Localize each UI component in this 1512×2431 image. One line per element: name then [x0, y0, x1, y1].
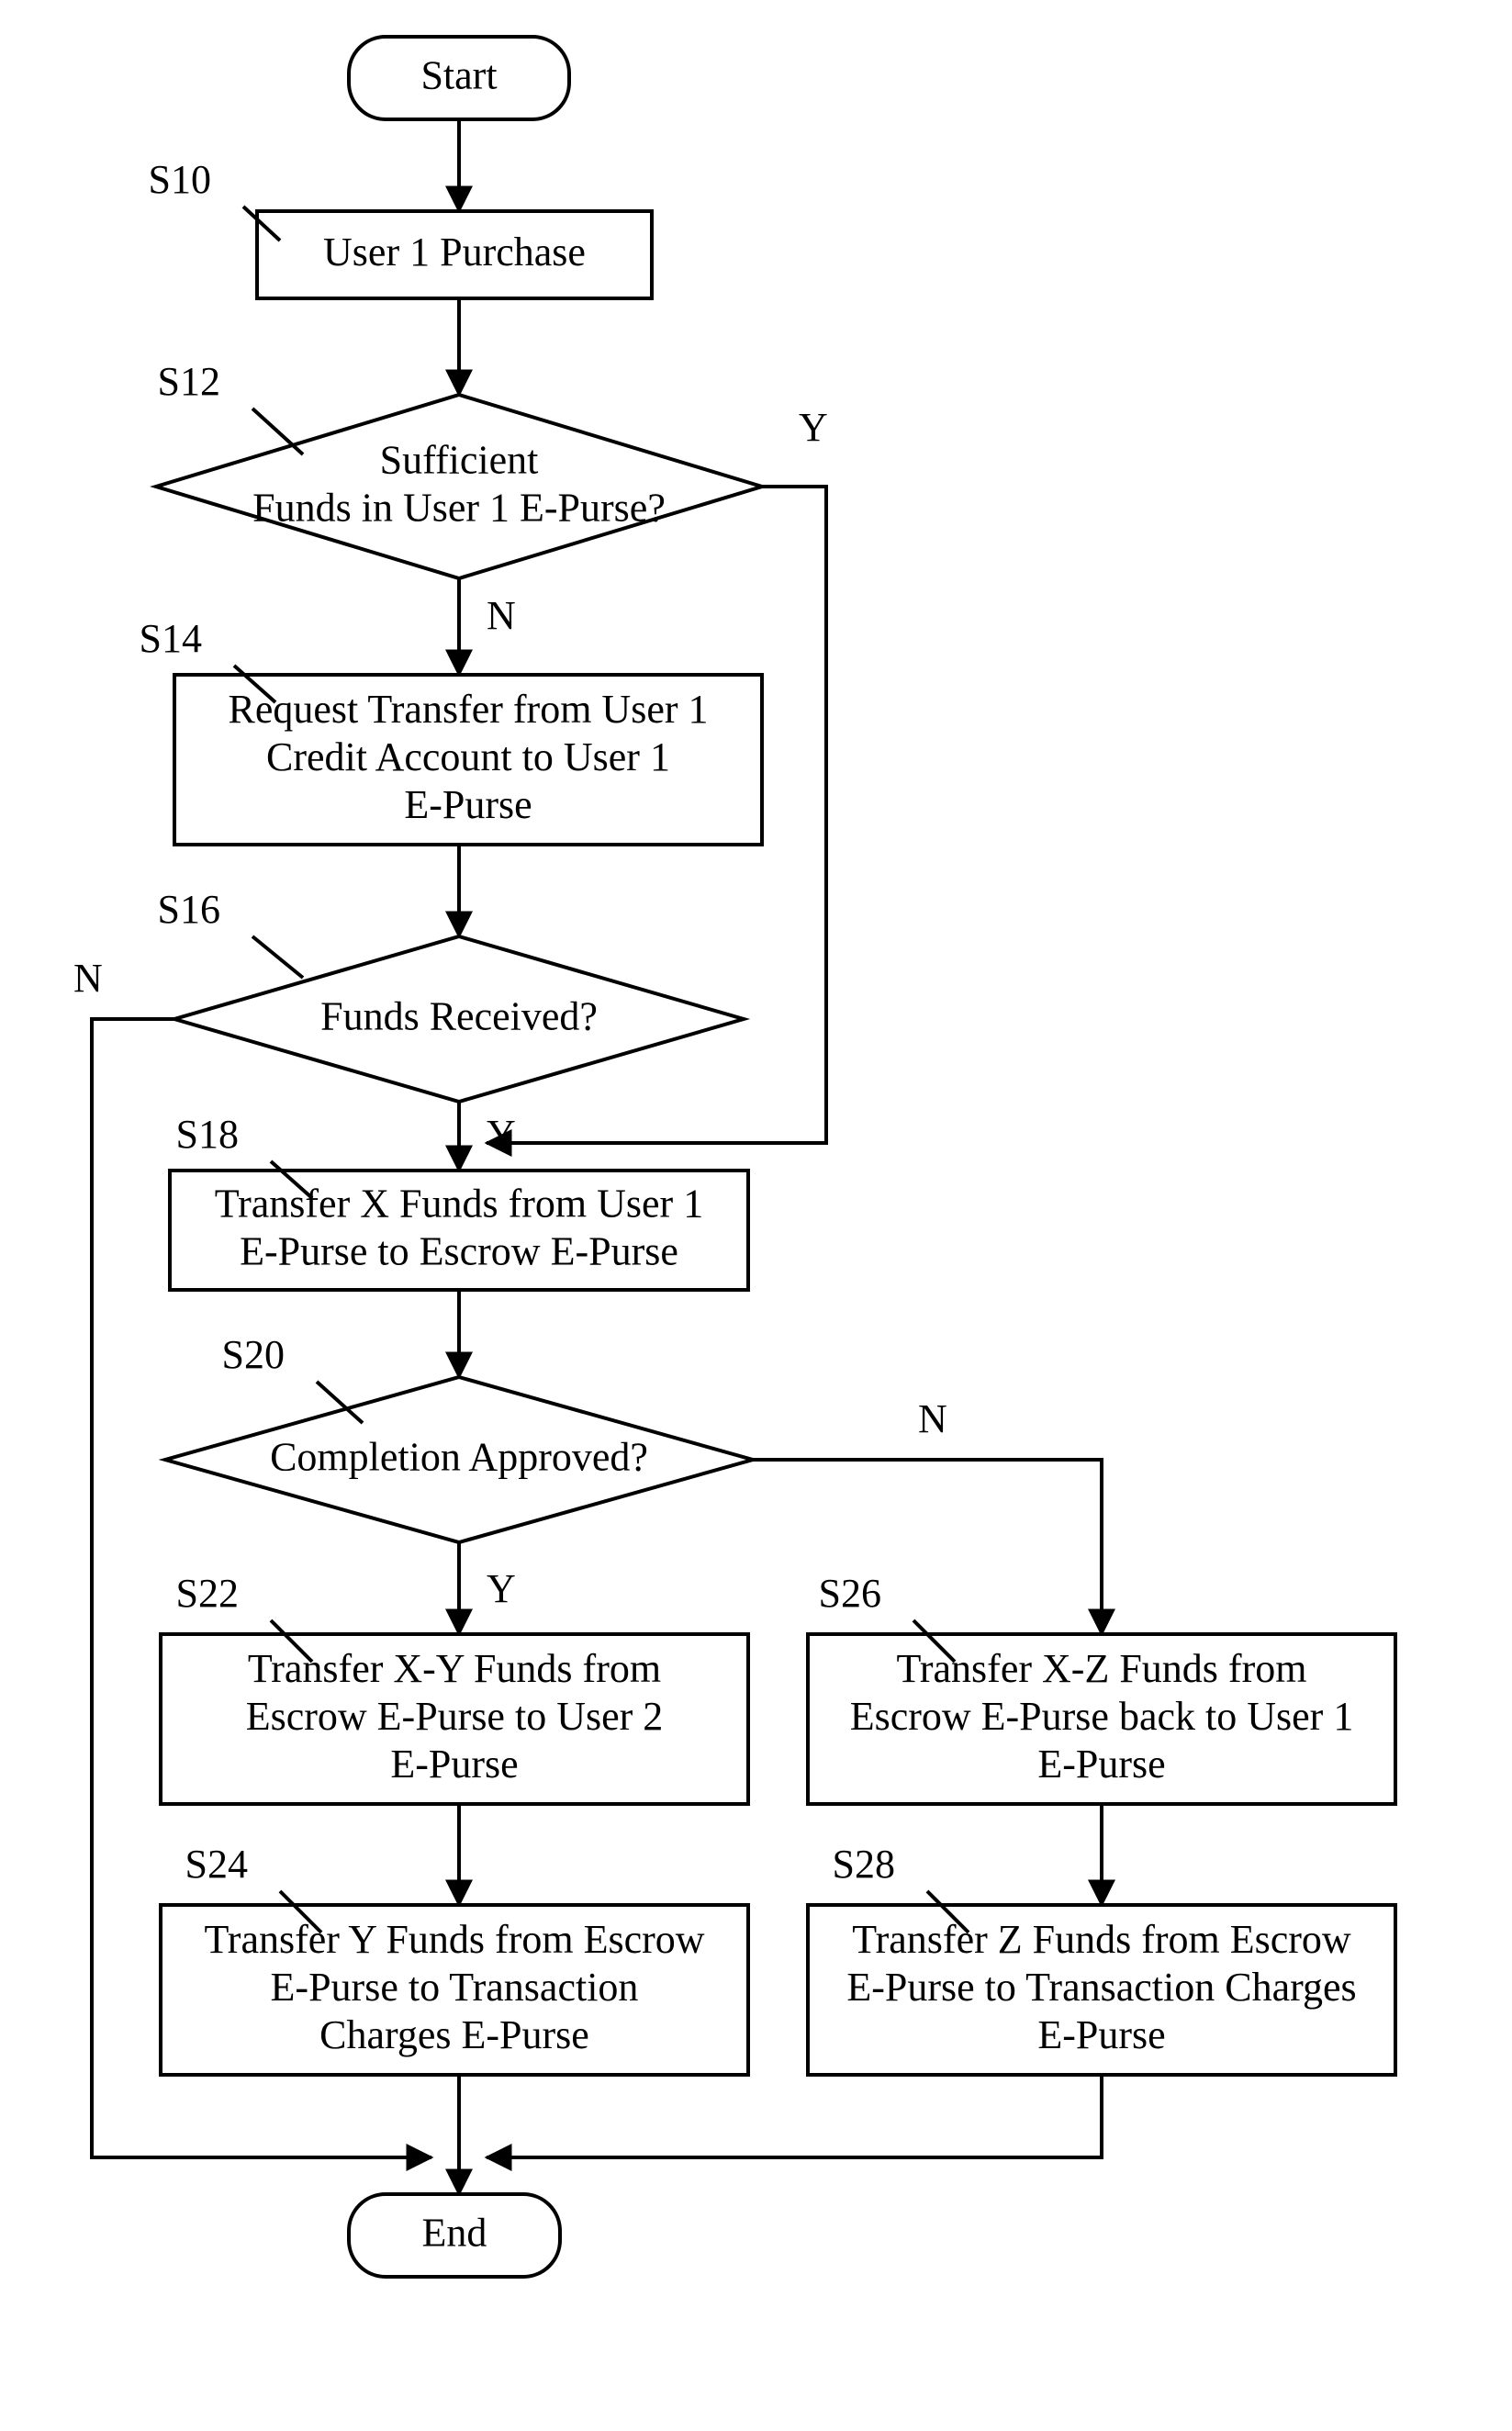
edge-label: Y [487, 1112, 516, 1157]
node-s10-text: User 1 Purchase [323, 230, 586, 274]
edge-label: Y [487, 1566, 516, 1611]
node-s28: Transfer Z Funds from EscrowE-Purse to T… [808, 1905, 1395, 2075]
node-s12-text: Sufficient [380, 437, 539, 482]
step-label-s24: S24 [185, 1842, 248, 1887]
node-s26-text: Escrow E-Purse back to User 1 [850, 1694, 1354, 1739]
node-s12: SufficientFunds in User 1 E-Purse? [156, 395, 762, 578]
edge-label: N [918, 1396, 947, 1441]
node-s26: Transfer X-Z Funds fromEscrow E-Purse ba… [808, 1634, 1395, 1804]
node-s14-text: Credit Account to User 1 [266, 734, 670, 779]
node-end-text: End [422, 2210, 487, 2255]
step-label-s26: S26 [819, 1571, 881, 1616]
edge-label: N [487, 593, 516, 638]
node-start: Start [349, 37, 569, 119]
node-s28-text: Transfer Z Funds from Escrow [852, 1917, 1351, 1962]
node-s22-text: E-Purse [390, 1742, 518, 1787]
node-s16-text: Funds Received? [320, 993, 598, 1038]
node-s22-text: Transfer X-Y Funds from [248, 1646, 661, 1691]
node-s12-text: Funds in User 1 E-Purse? [252, 485, 666, 530]
node-s14: Request Transfer from User 1Credit Accou… [174, 675, 762, 845]
node-s18: Transfer X Funds from User 1E-Purse to E… [170, 1171, 748, 1290]
edge [753, 1460, 1102, 1634]
node-s24-text: E-Purse to Transaction [271, 1965, 639, 2010]
edge-label: Y [799, 405, 828, 450]
step-label-s20: S20 [222, 1332, 285, 1377]
node-s20: Completion Approved? [165, 1377, 753, 1542]
node-s14-text: Request Transfer from User 1 [228, 687, 708, 732]
node-s26-text: E-Purse [1037, 1742, 1165, 1787]
node-s26-text: Transfer X-Z Funds from [897, 1646, 1307, 1691]
node-s20-text: Completion Approved? [270, 1434, 648, 1479]
step-label-s14: S14 [140, 616, 202, 661]
step-label-s28: S28 [833, 1842, 895, 1887]
nodes-layer: Start User 1 Purchase SufficientFunds in U… [156, 37, 1395, 2277]
node-s24-text: Charges E-Purse [319, 2012, 589, 2057]
step-label-s12: S12 [158, 359, 220, 404]
step-label-s22: S22 [176, 1571, 239, 1616]
node-end: End [349, 2194, 560, 2277]
node-s28-text: E-Purse to Transaction Charges [846, 1965, 1356, 2010]
node-s22: Transfer X-Y Funds fromEscrow E-Purse to… [161, 1634, 748, 1804]
node-s14-text: E-Purse [404, 782, 532, 827]
node-s28-text: E-Purse [1037, 2012, 1165, 2057]
node-s24-text: Transfer Y Funds from Escrow [204, 1917, 704, 1962]
node-s22-text: Escrow E-Purse to User 2 [246, 1694, 664, 1739]
step-label-s10: S10 [149, 157, 211, 202]
node-s18-text: E-Purse to Escrow E-Purse [240, 1228, 678, 1273]
node-s16: Funds Received? [174, 936, 744, 1102]
node-s18-text: Transfer X Funds from User 1 [215, 1181, 703, 1226]
node-start-text: Start [420, 52, 497, 97]
edge-label: N [73, 956, 103, 1001]
edge [487, 2075, 1102, 2157]
step-label-s18: S18 [176, 1112, 239, 1157]
node-s10: User 1 Purchase [257, 211, 652, 298]
node-s24: Transfer Y Funds from EscrowE-Purse to T… [161, 1905, 748, 2075]
step-label-s16: S16 [158, 887, 220, 932]
